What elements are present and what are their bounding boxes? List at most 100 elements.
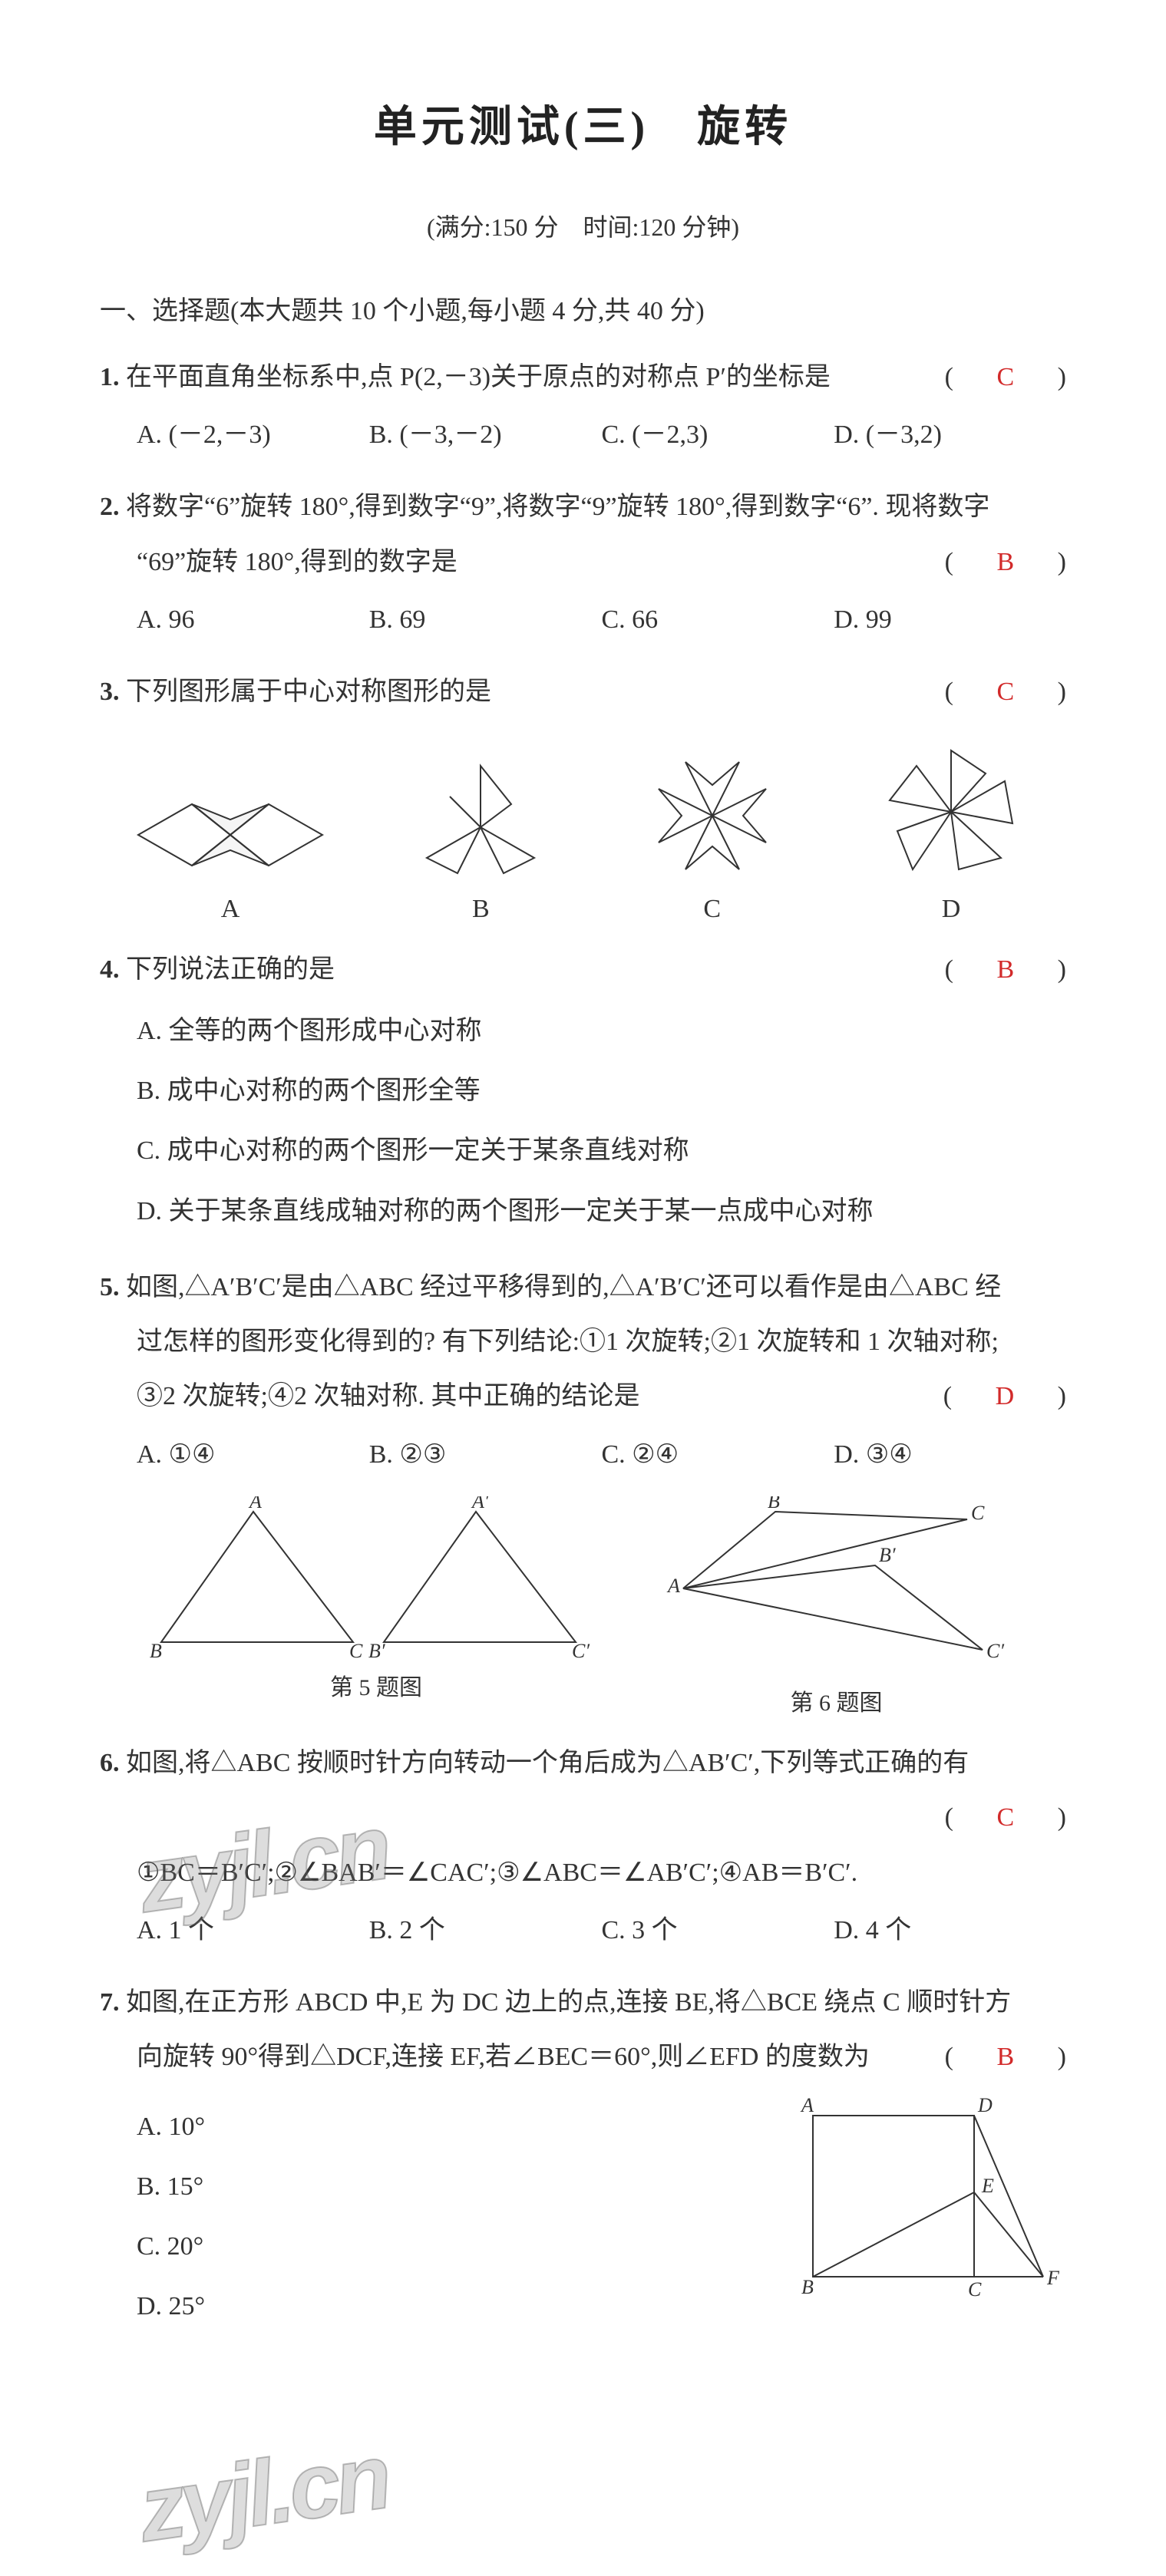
q6-opt-d: D. 4 个 [834, 1905, 1066, 1957]
q3-label-a: A [130, 895, 330, 924]
q1-opt-a: A. (－2,－3) [137, 409, 369, 461]
q6-options: A. 1 个 B. 2 个 C. 3 个 D. 4 个 [137, 1905, 1066, 1957]
svg-text:A: A [800, 2094, 814, 2116]
q5-options: A. ①④ B. ②③ C. ②④ D. ③④ [137, 1429, 1066, 1481]
exam-meta: (满分:150 分 时间:120 分钟) [100, 208, 1066, 243]
q4-stem: 下列说法正确的是 [126, 955, 335, 984]
q4-opt-c: C. 成中心对称的两个图形一定关于某条直线对称 [137, 1121, 1066, 1181]
q6-answer: C [986, 1803, 1025, 1832]
q2-opt-b: B. 69 [369, 594, 602, 646]
q5-opt-a: A. ①④ [137, 1429, 369, 1481]
q4-number: 4. [100, 955, 120, 984]
watermark-2: zyjl.cn [132, 2423, 394, 2563]
svg-text:B′: B′ [879, 1544, 896, 1566]
page: 单元测试(三) 旋转 (满分:150 分 时间:120 分钟) 一、选择题(本大… [0, 0, 1166, 2576]
q4-answer: B [986, 955, 1025, 984]
question-1: 1. 在平面直角坐标系中,点 P(2,－3)关于原点的对称点 P′的坐标是 ( … [100, 350, 1066, 461]
q5-stem-c: ③2 次旋转;④2 次轴对称. 其中正确的结论是 [137, 1382, 639, 1410]
q5-stem-a: 如图,△A′B′C′是由△ABC 经过平移得到的,△A′B′C′还可以看作是由△… [126, 1273, 1001, 1301]
q4-opt-b: B. 成中心对称的两个图形全等 [137, 1061, 1066, 1121]
q7-stem-b: 向旋转 90°得到△DCF,连接 EF,若∠BEC＝60°,则∠EFD 的度数为 [137, 2043, 870, 2071]
svg-text:C: C [971, 1502, 985, 1524]
q2-number: 2. [100, 493, 120, 521]
q3-stem: 下列图形属于中心对称图形的是 [126, 678, 491, 706]
q2-opt-a: A. 96 [137, 594, 369, 646]
q6-stem: 如图,将△ABC 按顺时针方向转动一个角后成为△AB′C′,下列等式正确的有 [126, 1749, 969, 1777]
svg-text:B′: B′ [368, 1640, 385, 1662]
q5-opt-b: B. ②③ [369, 1429, 602, 1481]
q5-figure: A B C A′ B′ C′ 第 5 题图 [146, 1496, 606, 1717]
q3-figures: A B [130, 735, 1036, 924]
q1-answer: C [986, 363, 1025, 391]
q3-number: 3. [100, 678, 120, 706]
q3-label-d: D [867, 895, 1036, 924]
q1-number: 1. [100, 363, 120, 391]
svg-text:C: C [349, 1640, 363, 1662]
question-2: 2. 将数字“6”旋转 180°,得到数字“9”,将数字“9”旋转 180°,得… [100, 480, 1066, 646]
svg-text:C′: C′ [572, 1640, 590, 1662]
q7-opt-c: C. 20° [137, 2217, 767, 2277]
q5-q6-figures: A B C A′ B′ C′ 第 5 题图 [146, 1496, 1020, 1717]
q3-label-c: C [632, 895, 793, 924]
q7-stem-a: 如图,在正方形 ABCD 中,E 为 DC 边上的点,连接 BE,将△BCE 绕… [126, 1988, 1011, 2017]
q7-opt-a: A. 10° [137, 2097, 767, 2157]
svg-text:B: B [801, 2276, 814, 2298]
question-3: 3. 下列图形属于中心对称图形的是 ( C ) [100, 665, 1066, 923]
q4-opt-a: A. 全等的两个图形成中心对称 [137, 1001, 1066, 1061]
q7-figure: A D B C E F [790, 2093, 1066, 2323]
question-4: 4. 下列说法正确的是 ( B ) A. 全等的两个图形成中心对称 B. 成中心… [100, 942, 1066, 1242]
q5-figure-caption: 第 5 题图 [146, 1668, 606, 1702]
q6-line2: ①BC＝B′C′;②∠BAB′＝∠CAC′;③∠ABC＝∠AB′C′;④AB＝B… [137, 1859, 857, 1887]
question-6: 6. 如图,将△ABC 按顺时针方向转动一个角后成为△AB′C′,下列等式正确的… [100, 1736, 1066, 1957]
q2-options: A. 96 B. 69 C. 66 D. 99 [137, 594, 1066, 646]
q3-fig-d: D [867, 735, 1036, 924]
svg-text:C: C [968, 2278, 982, 2301]
page-title: 单元测试(三) 旋转 [100, 92, 1066, 154]
q6-figure: A B C B′ C′ 第 6 题图 [652, 1496, 1020, 1717]
q6-opt-a: A. 1 个 [137, 1905, 369, 1957]
q3-fig-b: B [404, 758, 557, 924]
q5-answer: D [985, 1382, 1026, 1410]
question-5: 5. 如图,△A′B′C′是由△ABC 经过平移得到的,△A′B′C′还可以看作… [100, 1260, 1066, 1717]
q1-stem: 在平面直角坐标系中,点 P(2,－3)关于原点的对称点 P′的坐标是 [126, 363, 831, 391]
q7-opt-d: D. 25° [137, 2277, 767, 2337]
paren-close: ) [1032, 363, 1066, 391]
svg-text:A: A [248, 1496, 262, 1512]
q2-answer: B [986, 548, 1025, 576]
q5-number: 5. [100, 1273, 120, 1301]
q7-options: A. 10° B. 15° C. 20° D. 25° [137, 2097, 767, 2337]
q3-fig-a: A [130, 781, 330, 924]
paren-open: ( [945, 363, 979, 391]
svg-text:D: D [977, 2094, 993, 2116]
q2-opt-c: C. 66 [602, 594, 834, 646]
q1-opt-d: D. (－3,2) [834, 409, 1066, 461]
svg-text:B: B [150, 1640, 162, 1662]
svg-text:C′: C′ [986, 1640, 1004, 1662]
q2-stem-a: 将数字“6”旋转 180°,得到数字“9”,将数字“9”旋转 180°,得到数字… [126, 493, 989, 521]
q2-stem-b: “69”旋转 180°,得到的数字是 [137, 548, 457, 576]
q6-opt-c: C. 3 个 [602, 1905, 834, 1957]
svg-text:B: B [768, 1496, 780, 1512]
q5-stem-b: 过怎样的图形变化得到的? 有下列结论:①1 次旋转;②1 次旋转和 1 次轴对称… [137, 1328, 999, 1356]
q6-number: 6. [100, 1749, 120, 1777]
q6-opt-b: B. 2 个 [369, 1905, 602, 1957]
svg-text:F: F [1046, 2267, 1060, 2289]
q7-answer: B [986, 2043, 1025, 2071]
svg-text:A: A [666, 1575, 680, 1597]
q3-label-b: B [404, 895, 557, 924]
q1-options: A. (－2,－3) B. (－3,－2) C. (－2,3) D. (－3,2… [137, 409, 1066, 461]
q7-opt-b: B. 15° [137, 2157, 767, 2217]
q7-number: 7. [100, 1988, 120, 2017]
q4-opt-d: D. 关于某条直线成轴对称的两个图形一定关于某一点成中心对称 [137, 1182, 1066, 1242]
q5-opt-d: D. ③④ [834, 1429, 1066, 1481]
q5-opt-c: C. ②④ [602, 1429, 834, 1481]
svg-text:A′: A′ [471, 1496, 489, 1512]
q4-options: A. 全等的两个图形成中心对称 B. 成中心对称的两个图形全等 C. 成中心对称… [137, 1001, 1066, 1242]
q1-opt-b: B. (－3,－2) [369, 409, 602, 461]
q3-answer: C [986, 678, 1025, 706]
svg-text:E: E [981, 2175, 994, 2197]
q6-figure-caption: 第 6 题图 [652, 1684, 1020, 1717]
section-1-heading: 一、选择题(本大题共 10 个小题,每小题 4 分,共 40 分) [100, 289, 1066, 327]
q2-opt-d: D. 99 [834, 594, 1066, 646]
q1-opt-c: C. (－2,3) [602, 409, 834, 461]
